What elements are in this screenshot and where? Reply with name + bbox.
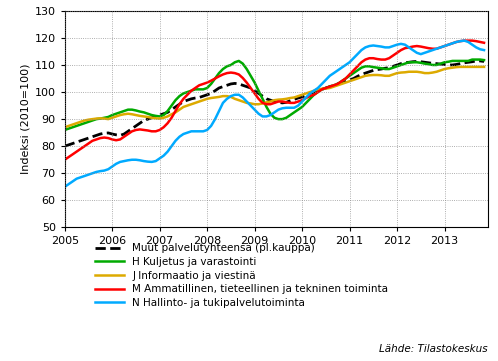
Legend: Muut palvelutyhteensä (pl.kauppa), H Kuljetus ja varastointi, J Informaatio ja v: Muut palvelutyhteensä (pl.kauppa), H Kul…	[95, 243, 388, 308]
Text: Lähde: Tilastokeskus: Lähde: Tilastokeskus	[379, 344, 488, 354]
Y-axis label: Indeksi (2010=100): Indeksi (2010=100)	[20, 64, 30, 174]
